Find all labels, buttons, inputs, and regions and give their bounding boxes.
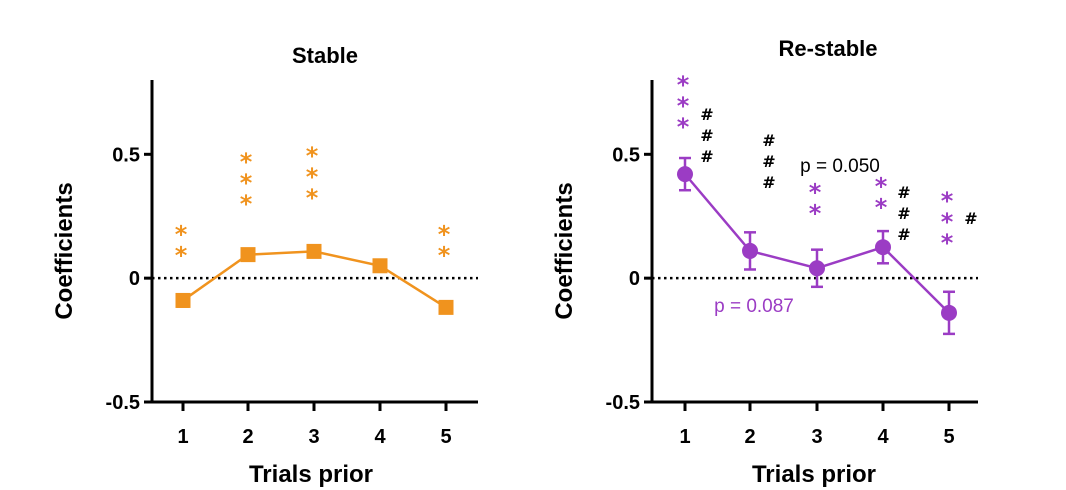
data-point bbox=[875, 239, 891, 256]
significance-star: * bbox=[875, 194, 888, 222]
significance-star: * bbox=[809, 200, 822, 228]
data-point bbox=[306, 243, 322, 259]
p-value-annotation: p = 0.087 bbox=[714, 296, 794, 317]
x-tick-label: 4 bbox=[877, 426, 889, 448]
significance-star: * bbox=[941, 187, 954, 215]
x-tick-label: 3 bbox=[308, 426, 319, 448]
significance-star: * bbox=[677, 113, 690, 141]
y-tick-label: 0.5 bbox=[112, 144, 140, 166]
significance-star: * bbox=[941, 229, 954, 257]
significance-star: * bbox=[306, 184, 319, 212]
stable-panel: Stable -0.5 0 0.5 1 2 3 4 5 Trials prior Coefficie… bbox=[51, 43, 478, 488]
x-tick-label: 2 bbox=[744, 426, 755, 448]
significance-star: * bbox=[306, 142, 319, 170]
data-point bbox=[240, 247, 256, 263]
y-axis-label: Coefficients bbox=[51, 182, 78, 319]
x-tick-label: 1 bbox=[177, 426, 188, 448]
data-point bbox=[809, 260, 825, 277]
chart-title: Stable bbox=[292, 43, 358, 68]
y-tick-label: 0 bbox=[129, 268, 140, 290]
significance-star: * bbox=[677, 92, 690, 120]
restable-panel: Re-stable -0.5 0 0.5 1 2 3 4 5 Trials prior Coeffi… bbox=[551, 36, 978, 488]
significance-star: * bbox=[438, 242, 451, 270]
x-tick-label: 4 bbox=[374, 426, 386, 448]
x-axis-label: Trials prior bbox=[752, 461, 876, 488]
hash-mark: # bbox=[700, 126, 713, 145]
data-point bbox=[372, 258, 388, 274]
data-point bbox=[941, 304, 957, 321]
y-tick-label: 0.5 bbox=[612, 144, 640, 166]
y-axis-label: Coefficients bbox=[551, 182, 578, 319]
data-point bbox=[742, 242, 758, 259]
significance-star: * bbox=[809, 179, 822, 207]
y-tick-label: -0.5 bbox=[106, 392, 140, 414]
hash-mark: # bbox=[964, 209, 977, 228]
significance-star: * bbox=[677, 71, 690, 99]
hash-mark: # bbox=[762, 152, 775, 171]
x-axis-label: Trials prior bbox=[249, 461, 373, 488]
hash-mark: # bbox=[897, 183, 910, 202]
data-point bbox=[438, 299, 454, 315]
x-tick-label: 2 bbox=[242, 426, 253, 448]
data-point bbox=[175, 292, 191, 308]
hash-mark: # bbox=[897, 225, 910, 244]
x-tick-label: 3 bbox=[811, 426, 822, 448]
hash-mark: # bbox=[700, 105, 713, 124]
significance-star: * bbox=[941, 208, 954, 236]
x-tick-label: 5 bbox=[440, 426, 451, 448]
hash-mark: # bbox=[762, 131, 775, 150]
x-tick-label: 5 bbox=[943, 426, 954, 448]
significance-star: * bbox=[175, 242, 188, 270]
significance-star: * bbox=[875, 173, 888, 201]
y-tick-label: 0 bbox=[629, 268, 640, 290]
p-value-annotation: p = 0.050 bbox=[800, 156, 880, 177]
significance-star: * bbox=[240, 190, 253, 218]
hash-mark: # bbox=[897, 204, 910, 223]
hash-mark: # bbox=[700, 147, 713, 166]
hash-mark: # bbox=[762, 173, 775, 192]
significance-star: * bbox=[306, 163, 319, 191]
data-point bbox=[677, 166, 693, 183]
significance-star: * bbox=[240, 169, 253, 197]
significance-star: * bbox=[175, 221, 188, 249]
significance-star: * bbox=[438, 221, 451, 249]
y-tick-label: -0.5 bbox=[606, 392, 640, 414]
chart-title: Re-stable bbox=[778, 36, 877, 61]
significance-star: * bbox=[240, 148, 253, 176]
x-tick-label: 1 bbox=[679, 426, 690, 448]
